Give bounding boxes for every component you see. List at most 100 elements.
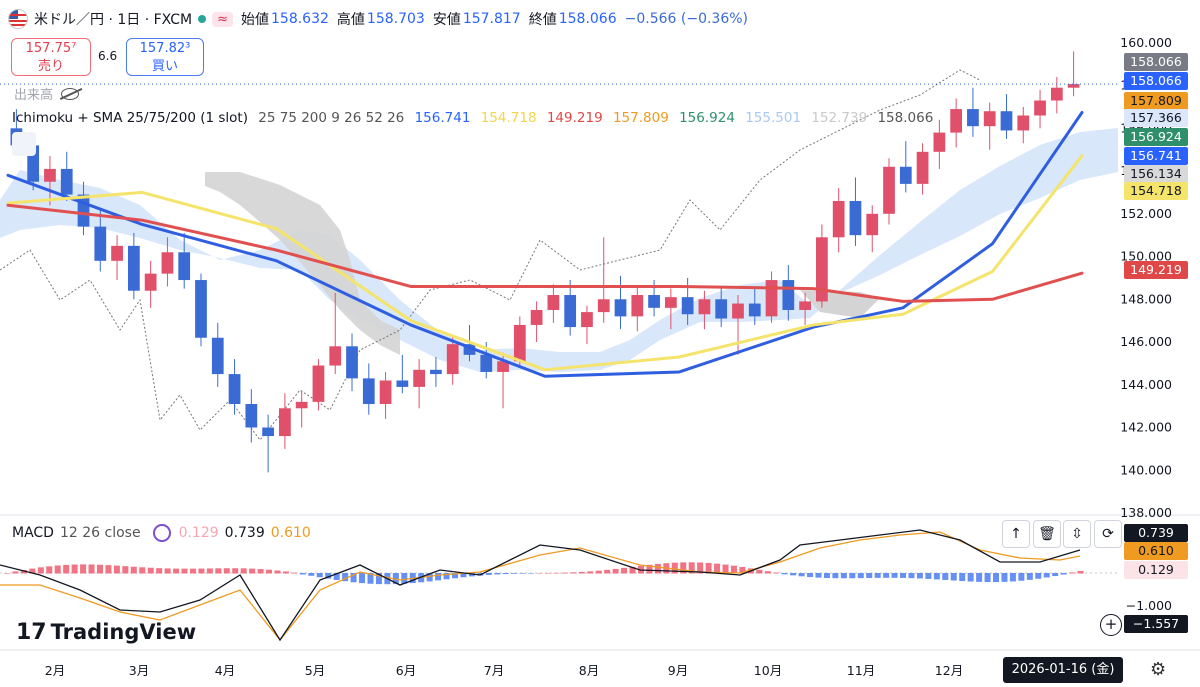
candle-body: [597, 299, 610, 313]
macd-histogram-bar: [891, 573, 898, 578]
price-label-bg: [1124, 147, 1188, 165]
macd-histogram-bar: [511, 573, 518, 574]
usd-jpy-flag-icon: [8, 9, 28, 29]
macd-histogram-bar: [849, 573, 856, 579]
open-value: 158.632: [271, 11, 329, 27]
candle-body: [228, 374, 241, 405]
price-label-bg: [1124, 109, 1188, 127]
macd-histogram-bar: [20, 569, 27, 574]
macd-histogram-bar: [993, 573, 1000, 583]
candle-body: [497, 361, 509, 372]
macd-histogram-bar: [959, 573, 966, 582]
price-label: 158.066: [1130, 54, 1182, 69]
macd-histogram-bar: [291, 572, 298, 574]
macd-histogram-bar: [925, 573, 932, 579]
add-crosshair-icon[interactable]: +: [1100, 614, 1122, 636]
volume-legend: 出来高: [14, 84, 80, 103]
candle-body: [111, 245, 123, 261]
maximize-pane-icon[interactable]: ⟳: [1094, 520, 1122, 548]
cursor-date: 2026-01-16 (金): [1003, 657, 1123, 683]
x-tick-label: 2月: [45, 663, 65, 678]
macd-histogram-bar: [54, 565, 61, 574]
indicator-value: 157.809: [612, 110, 669, 126]
macd-histogram-bar: [857, 573, 864, 579]
macd-histogram-bar: [88, 564, 95, 574]
macd-histogram-bar: [316, 573, 323, 578]
tradingview-logo[interactable]: 17 TradingView: [16, 620, 196, 645]
buy-button[interactable]: 157.82³ 買い: [126, 38, 204, 76]
candle-body: [648, 295, 660, 308]
macd-histogram-bar: [1069, 572, 1076, 574]
sell-button[interactable]: 157.75⁷ 売り: [11, 38, 91, 76]
macd-histogram-bar: [595, 570, 602, 574]
macd-histogram-bar: [375, 573, 382, 585]
move-pane-up-icon[interactable]: ↑: [1002, 520, 1030, 548]
macd-histogram-bar: [37, 567, 44, 574]
symbol-title[interactable]: 米ドル／円 · 1日 · FXCM: [34, 12, 193, 28]
candle-body: [1034, 100, 1046, 116]
candle-body: [983, 111, 996, 127]
indicator-legend[interactable]: Ichimoku + SMA 25/75/200 (1 slot) 25 75 …: [12, 110, 939, 126]
macd-line-value: 0.739: [224, 525, 265, 541]
candle-body: [94, 226, 107, 261]
price-label: 156.741: [1130, 148, 1182, 163]
macd-histogram-bar: [1026, 573, 1033, 580]
candle-body: [279, 408, 291, 437]
candle-body: [916, 151, 929, 184]
ichimoku-cloud-bearish: [205, 172, 400, 355]
candle-body: [211, 337, 224, 375]
candle-body: [77, 194, 90, 227]
price-label: 158.066: [1130, 73, 1182, 88]
candle-body: [44, 168, 56, 182]
candle-body: [480, 354, 493, 372]
macd-histogram-bar: [671, 562, 678, 574]
collapse-legend-icon[interactable]: [12, 132, 36, 156]
macd-histogram-bar: [604, 569, 611, 574]
macd-histogram-bar: [967, 573, 974, 582]
sell-label: 売り: [37, 59, 64, 74]
macd-histogram-bar: [274, 570, 281, 574]
macd-histogram-bar: [942, 573, 949, 580]
macd-histogram-bar: [71, 564, 78, 574]
macd-histogram-bar: [714, 563, 721, 574]
macd-histogram-bar: [764, 571, 771, 574]
macd-label-bg: [1124, 561, 1188, 579]
macd-histogram-bar: [612, 568, 619, 574]
macd-histogram-bar: [359, 573, 366, 584]
macd-label: −1.557: [1133, 616, 1179, 631]
macd-histogram-bar: [342, 573, 349, 582]
settings-gear-icon[interactable]: ⚙: [1150, 659, 1167, 680]
macd-histogram-bar: [1018, 573, 1025, 581]
macd-histogram-bar: [452, 573, 459, 579]
indicator-value: 155.501: [745, 110, 802, 126]
macd-histogram-bar: [570, 572, 577, 574]
collapse-pane-icon[interactable]: ⇳: [1063, 520, 1091, 548]
macd-params: 12 26 close: [59, 525, 141, 541]
macd-histogram-bar: [680, 562, 687, 574]
candle-body: [581, 312, 593, 328]
macd-histogram-bar: [173, 568, 180, 574]
macd-histogram-bar: [790, 573, 797, 576]
indicator-name: Ichimoku + SMA 25/75/200 (1 slot): [12, 110, 248, 126]
candle-body: [564, 295, 577, 328]
macd-histogram-bar: [282, 571, 289, 574]
price-label-bg: [1124, 182, 1188, 200]
close-value: 158.066: [558, 11, 617, 27]
macd-histogram-bar: [587, 571, 594, 574]
macd-line: [0, 529, 1081, 642]
macd-histogram-bar: [781, 573, 788, 575]
x-tick-label: 10月: [754, 663, 782, 678]
macd-settings-icon[interactable]: [152, 524, 171, 542]
candle-body: [715, 299, 728, 319]
indicator-value: 158.066: [877, 110, 934, 126]
delete-pane-icon[interactable]: 🗑: [1033, 520, 1061, 548]
hide-eye-icon[interactable]: [61, 87, 80, 100]
macd-legend[interactable]: MACD 12 26 close 0.129 0.739 0.610: [12, 524, 317, 542]
macd-histogram-bar: [756, 569, 763, 574]
macd-histogram-bar: [249, 568, 256, 574]
candle-body: [127, 245, 140, 291]
macd-label: 0.129: [1138, 562, 1174, 577]
x-tick-label: 8月: [579, 663, 599, 678]
macd-histogram-bar: [325, 573, 332, 579]
